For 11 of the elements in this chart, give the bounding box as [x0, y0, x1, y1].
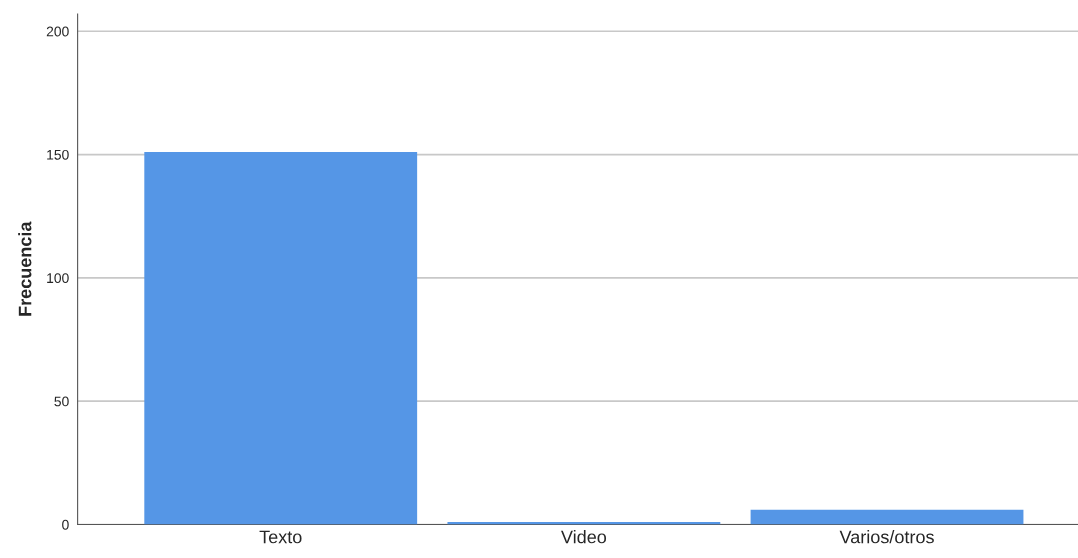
y-axis-title: Frecuencia: [18, 221, 32, 316]
x-tick-label: Video: [561, 530, 607, 544]
y-tick-label: 50: [54, 396, 69, 407]
y-tick-label: 100: [47, 273, 69, 284]
bar: [750, 509, 1024, 525]
bar: [144, 152, 418, 525]
x-tick-label: Varios/otros: [839, 530, 934, 544]
y-tick-label: 200: [46, 26, 69, 37]
x-tick-label: Texto: [259, 530, 302, 544]
y-tick-label: 150: [47, 149, 69, 160]
y-tick-label: 0: [62, 519, 69, 530]
